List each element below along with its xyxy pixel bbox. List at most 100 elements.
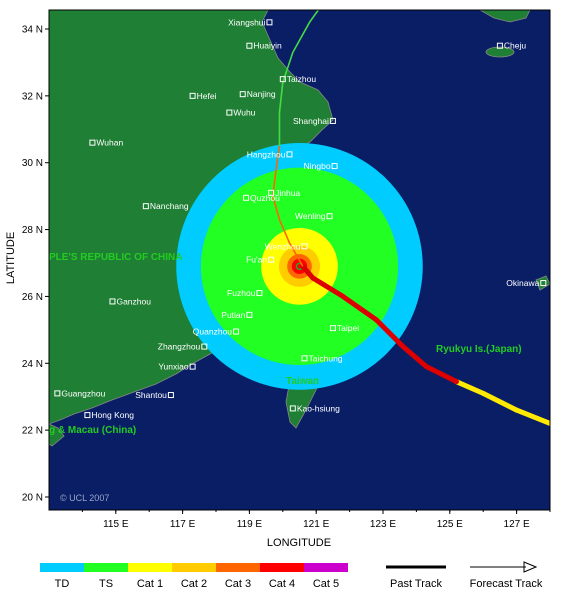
city-label: Cheju <box>504 41 526 51</box>
legend-label: Cat 4 <box>269 578 295 590</box>
city-label: Taichung <box>309 353 343 363</box>
city-marker <box>54 390 61 397</box>
legend-label: Cat 2 <box>181 578 207 590</box>
city-marker <box>226 109 233 116</box>
city-marker <box>268 189 275 196</box>
y-tick-label: 26 N <box>22 292 43 303</box>
city-markers: Xiangshui Huaiyin Cheju Taizhou Hefei Nanjing… <box>54 17 547 420</box>
legend-label: TD <box>55 578 70 590</box>
city-marker <box>239 91 246 98</box>
city-label: Guangzhou <box>61 388 105 398</box>
copyright-text: © UCL 2007 <box>60 493 109 503</box>
past-track-segment <box>514 407 550 426</box>
y-axis-title: LATITUDE <box>5 232 17 284</box>
legend-swatch-td <box>40 563 84 572</box>
city-marker <box>167 392 174 399</box>
legend-label: Cat 1 <box>137 578 163 590</box>
city-marker <box>289 405 296 412</box>
city-label: Wenzhou <box>265 241 301 251</box>
city-label: Okinawa <box>506 278 539 288</box>
legend-swatch-cat-5 <box>304 563 348 572</box>
city-marker <box>256 290 263 297</box>
city-label: Fuzhou <box>227 288 256 298</box>
x-axis-title: LONGITUDE <box>267 537 331 549</box>
city-label: Ganzhou <box>116 296 151 306</box>
korea-land <box>479 10 531 23</box>
city-label: Taizhou <box>287 74 317 84</box>
plot-frame <box>48 9 551 511</box>
cheju-island <box>485 46 515 58</box>
city-marker <box>89 139 96 146</box>
city-marker <box>201 343 208 350</box>
city-marker <box>266 19 273 26</box>
city-marker <box>301 355 308 362</box>
past-track-legend-label: Past Track <box>390 578 442 590</box>
forecast-track-line <box>278 10 320 146</box>
x-tick-label: 125 E <box>437 519 463 530</box>
y-tick-label: 20 N <box>22 493 43 504</box>
legend-swatch-cat-4 <box>260 563 304 572</box>
storm-track <box>271 10 550 426</box>
city-label: Ningbo <box>304 161 331 171</box>
city-marker <box>246 42 253 49</box>
legend-label: Cat 3 <box>225 578 251 590</box>
city-marker <box>84 412 91 419</box>
city-marker <box>329 117 336 124</box>
inland-track-line <box>271 145 304 267</box>
wind-field <box>176 142 423 390</box>
x-tick-label: 117 E <box>170 519 196 530</box>
city-marker <box>540 280 547 287</box>
y-tick-label: 32 N <box>22 91 43 102</box>
ryukyu-label: Ryukyu Is.(Japan) <box>436 344 522 355</box>
past-track-segment <box>453 379 486 396</box>
city-marker <box>243 194 250 201</box>
city-marker <box>189 92 196 99</box>
legend-swatch-cat-1 <box>128 563 172 572</box>
past-track-segment <box>400 344 429 370</box>
city-label: Nanjing <box>247 89 276 99</box>
city-marker <box>331 163 338 170</box>
city-label: Quanzhou <box>193 327 232 337</box>
past-track-segment <box>373 317 406 350</box>
legend-label: Cat 5 <box>313 578 339 590</box>
past-track-segment <box>423 364 459 385</box>
city-marker <box>329 325 336 332</box>
city-label: Wenling <box>295 211 326 221</box>
city-marker <box>326 213 333 220</box>
city-label: Taipei <box>337 323 359 333</box>
y-tick-label: 30 N <box>22 158 43 169</box>
city-label: Putian <box>221 310 245 320</box>
past-track-segment <box>310 275 346 299</box>
city-label: Shantou <box>135 390 167 400</box>
city-marker <box>109 298 116 305</box>
city-marker <box>496 42 503 49</box>
city-marker <box>279 76 286 83</box>
y-tick-label: 24 N <box>22 359 43 370</box>
city-label: Hong Kong <box>91 410 134 420</box>
city-label: Shanghai <box>293 116 329 126</box>
forecast-track-legend-label: Forecast Track <box>470 578 543 590</box>
country-label: PLE'S REPUBLIC OF CHINA <box>49 252 183 263</box>
past-track-segment <box>300 263 316 281</box>
city-label: Zhangzhou <box>158 342 201 352</box>
city-label: Kao-hsiung <box>297 403 340 413</box>
city-label: Yunxiao <box>158 362 189 372</box>
legend-swatch-ts <box>84 563 128 572</box>
x-tick-label: 121 E <box>303 519 329 530</box>
city-marker <box>233 328 240 335</box>
legend: TD TS Cat 1 Cat 2 Cat 3 Cat 4 Cat 5 Past Track F… <box>40 561 543 590</box>
hk-macau-label: g & Macau (China) <box>49 425 136 436</box>
city-label: Xiangshui <box>228 17 265 27</box>
legend-swatch-cat-2 <box>172 563 216 572</box>
city-label: Wuhu <box>233 108 255 118</box>
city-label: Hangzhou <box>247 149 286 159</box>
city-marker <box>189 363 196 370</box>
y-tick-label: 28 N <box>22 225 43 236</box>
taiwan-label: Taiwan <box>286 376 319 387</box>
legend-label: TS <box>99 578 113 590</box>
city-marker <box>301 243 308 250</box>
southwest-land <box>49 423 65 447</box>
city-label: Wuhan <box>96 138 123 148</box>
